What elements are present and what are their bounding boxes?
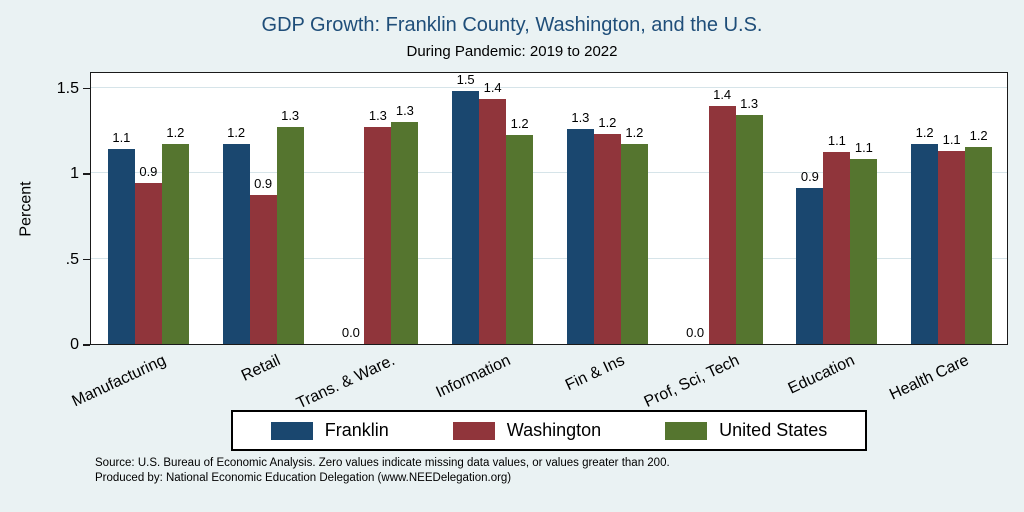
bar-value-label: 0.9 xyxy=(139,164,158,180)
bar-value-label: 1.3 xyxy=(571,109,590,125)
gridline xyxy=(91,172,1007,173)
bar-value-label: 0.0 xyxy=(686,325,705,340)
legend-swatch-franklin xyxy=(270,421,313,440)
x-axis-category-label: Fin & Ins xyxy=(563,352,628,395)
bar-value-label: 0.0 xyxy=(341,325,360,340)
x-axis-category-label: Manufacturing xyxy=(69,352,169,411)
bar-value-label: 1.2 xyxy=(915,124,934,140)
bar-united-states-trans-ware- xyxy=(391,121,419,344)
chart-title: GDP Growth: Franklin County, Washington,… xyxy=(261,14,763,36)
bar-washington-prof-sci-tech xyxy=(708,106,736,344)
bar-united-states-fin-ins xyxy=(620,143,648,344)
legend-entry-washington: Washington xyxy=(452,420,602,441)
gridline xyxy=(91,86,1007,88)
bar-value-label: 1.2 xyxy=(510,116,529,132)
bar-value-label: 1.3 xyxy=(395,102,414,118)
bar-value-label: 1.3 xyxy=(740,95,759,111)
x-axis-category-label: Retail xyxy=(239,352,284,385)
gridline xyxy=(91,257,1007,259)
bar-value-label: 1.1 xyxy=(112,130,131,146)
bar-value-label: 0.9 xyxy=(254,176,273,192)
bar-franklin-education xyxy=(796,188,824,344)
legend: Franklin Washington United States xyxy=(230,410,868,451)
bar-value-label: 1.2 xyxy=(969,128,988,144)
legend-label-washington: Washington xyxy=(506,420,602,440)
x-axis-category-label: Prof, Sci, Tech xyxy=(641,352,743,411)
bar-value-label: 1.2 xyxy=(598,114,617,130)
y-axis-tick-mark xyxy=(83,344,90,346)
bar-washington-retail xyxy=(249,195,277,344)
y-axis-tick-mark xyxy=(83,173,90,175)
source-notes: Source: U.S. Bureau of Economic Analysis… xyxy=(95,456,670,486)
x-axis-category-label: Health Care xyxy=(887,352,972,404)
bar-washington-manufacturing xyxy=(134,183,162,344)
chart-subtitle: During Pandemic: 2019 to 2022 xyxy=(406,43,618,60)
plot-area: 1.1 0.9 1.2 1.2 0.9 1.3 0.0 1.3 1.3 1.5 1.4 1.2 1.3 1… xyxy=(90,72,1008,345)
legend-swatch-united-states xyxy=(665,421,708,440)
x-axis-category-label: Information xyxy=(433,352,513,402)
bar-washington-education xyxy=(823,152,851,344)
bar-value-label: 1.4 xyxy=(713,87,732,103)
legend-swatch-washington xyxy=(452,421,495,440)
bar-value-label: 1.4 xyxy=(483,80,502,96)
legend-row: Franklin Washington United States xyxy=(90,410,1008,451)
bar-washington-information xyxy=(479,99,507,344)
source-note-line2: Produced by: National Economic Education… xyxy=(95,472,512,485)
bar-value-label: 1.5 xyxy=(456,71,475,87)
bar-value-label: 1.2 xyxy=(166,124,185,140)
bar-value-label: 0.9 xyxy=(800,169,819,185)
y-axis-title: Percent xyxy=(18,180,36,237)
bar-value-label: 1.1 xyxy=(942,131,961,147)
y-axis-tick-label: .5 xyxy=(65,250,79,268)
legend-entry-franklin: Franklin xyxy=(270,420,389,441)
bar-value-label: 1.2 xyxy=(227,124,246,140)
bar-value-label: 1.3 xyxy=(281,107,300,123)
bar-united-states-information xyxy=(506,135,534,344)
legend-entry-united-states: United States xyxy=(665,420,827,441)
y-axis-title-wrap: Percent xyxy=(14,72,40,345)
bar-franklin-health-care xyxy=(911,143,939,344)
bar-value-label: 1.1 xyxy=(827,133,846,149)
legend-label-franklin: Franklin xyxy=(324,420,389,440)
legend-label-united-states: United States xyxy=(719,420,828,440)
bar-washington-fin-ins xyxy=(593,133,621,344)
bar-washington-trans-ware- xyxy=(364,126,392,344)
y-axis-tick-label: 1.5 xyxy=(56,79,79,97)
bar-united-states-education xyxy=(850,159,878,344)
bar-united-states-health-care xyxy=(965,147,993,344)
y-axis-tick-label: 0 xyxy=(70,336,79,353)
y-axis-tick-mark xyxy=(83,87,90,90)
bar-franklin-manufacturing xyxy=(107,149,135,344)
bar-value-label: 1.3 xyxy=(368,107,387,123)
source-note-line1: Source: U.S. Bureau of Economic Analysis… xyxy=(95,457,670,469)
bar-washington-health-care xyxy=(938,150,966,344)
bar-franklin-information xyxy=(452,90,480,344)
bar-value-label: 1.2 xyxy=(625,124,644,140)
bar-franklin-retail xyxy=(222,143,250,344)
y-axis-tick-label: 1 xyxy=(70,165,79,182)
x-axis-category-label: Education xyxy=(785,352,858,398)
y-axis-tick-mark xyxy=(83,258,90,261)
bar-franklin-fin-ins xyxy=(566,128,594,344)
bar-value-label: 1.1 xyxy=(854,140,873,156)
bar-united-states-prof-sci-tech xyxy=(735,114,763,344)
bar-united-states-manufacturing xyxy=(161,143,189,344)
bar-united-states-retail xyxy=(276,126,304,344)
x-axis-category-label: Trans. & Ware. xyxy=(294,352,399,413)
